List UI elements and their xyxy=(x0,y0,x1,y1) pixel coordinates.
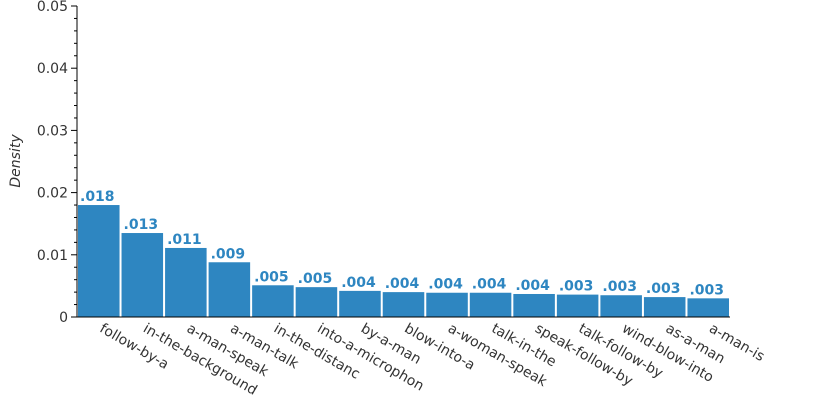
bars xyxy=(78,205,729,317)
bar xyxy=(643,297,686,317)
y-axis-label: Density xyxy=(8,134,24,188)
y-tick-label: 0.03 xyxy=(37,123,68,139)
data-label: .003 xyxy=(646,281,681,297)
bar xyxy=(687,298,729,317)
data-label: .005 xyxy=(254,269,289,285)
data-label: .009 xyxy=(211,246,246,262)
bar xyxy=(556,294,599,317)
data-label: .018 xyxy=(80,189,115,205)
y-tick-label: 0.05 xyxy=(37,0,68,15)
y-tick-label: 0.02 xyxy=(37,186,68,202)
bar xyxy=(382,292,425,317)
x-axis: follow-by-ain-the-backgrounda-man-speaka… xyxy=(77,316,767,399)
bar xyxy=(295,287,338,317)
data-label: .004 xyxy=(385,276,420,292)
bar xyxy=(469,292,512,317)
bar xyxy=(121,233,164,317)
data-label: .005 xyxy=(298,271,333,287)
bar xyxy=(252,285,294,317)
bar xyxy=(208,262,251,317)
data-labels: .018 .013 .011 .009 .005 .005 .004 .004 .004 .004… xyxy=(80,189,724,298)
data-label: .003 xyxy=(602,279,637,295)
data-label: .003 xyxy=(559,279,594,295)
bar xyxy=(426,292,468,317)
y-tick-label: 0.01 xyxy=(37,248,68,264)
data-label: .004 xyxy=(515,278,550,294)
bar xyxy=(78,205,120,317)
data-label: .004 xyxy=(428,277,463,293)
bar xyxy=(600,295,642,317)
bar xyxy=(513,293,555,317)
y-axis: 0 0.01 0.02 0.03 0.04 0.05 xyxy=(37,0,78,326)
data-label: .003 xyxy=(689,282,724,298)
y-tick-label: 0.04 xyxy=(37,61,68,77)
data-label: .004 xyxy=(472,277,507,293)
data-label: .004 xyxy=(341,275,376,291)
data-label: .013 xyxy=(124,217,159,233)
data-label: .011 xyxy=(167,232,202,248)
y-tick-label: 0 xyxy=(59,310,68,326)
bar xyxy=(339,290,381,317)
bar xyxy=(165,247,207,317)
